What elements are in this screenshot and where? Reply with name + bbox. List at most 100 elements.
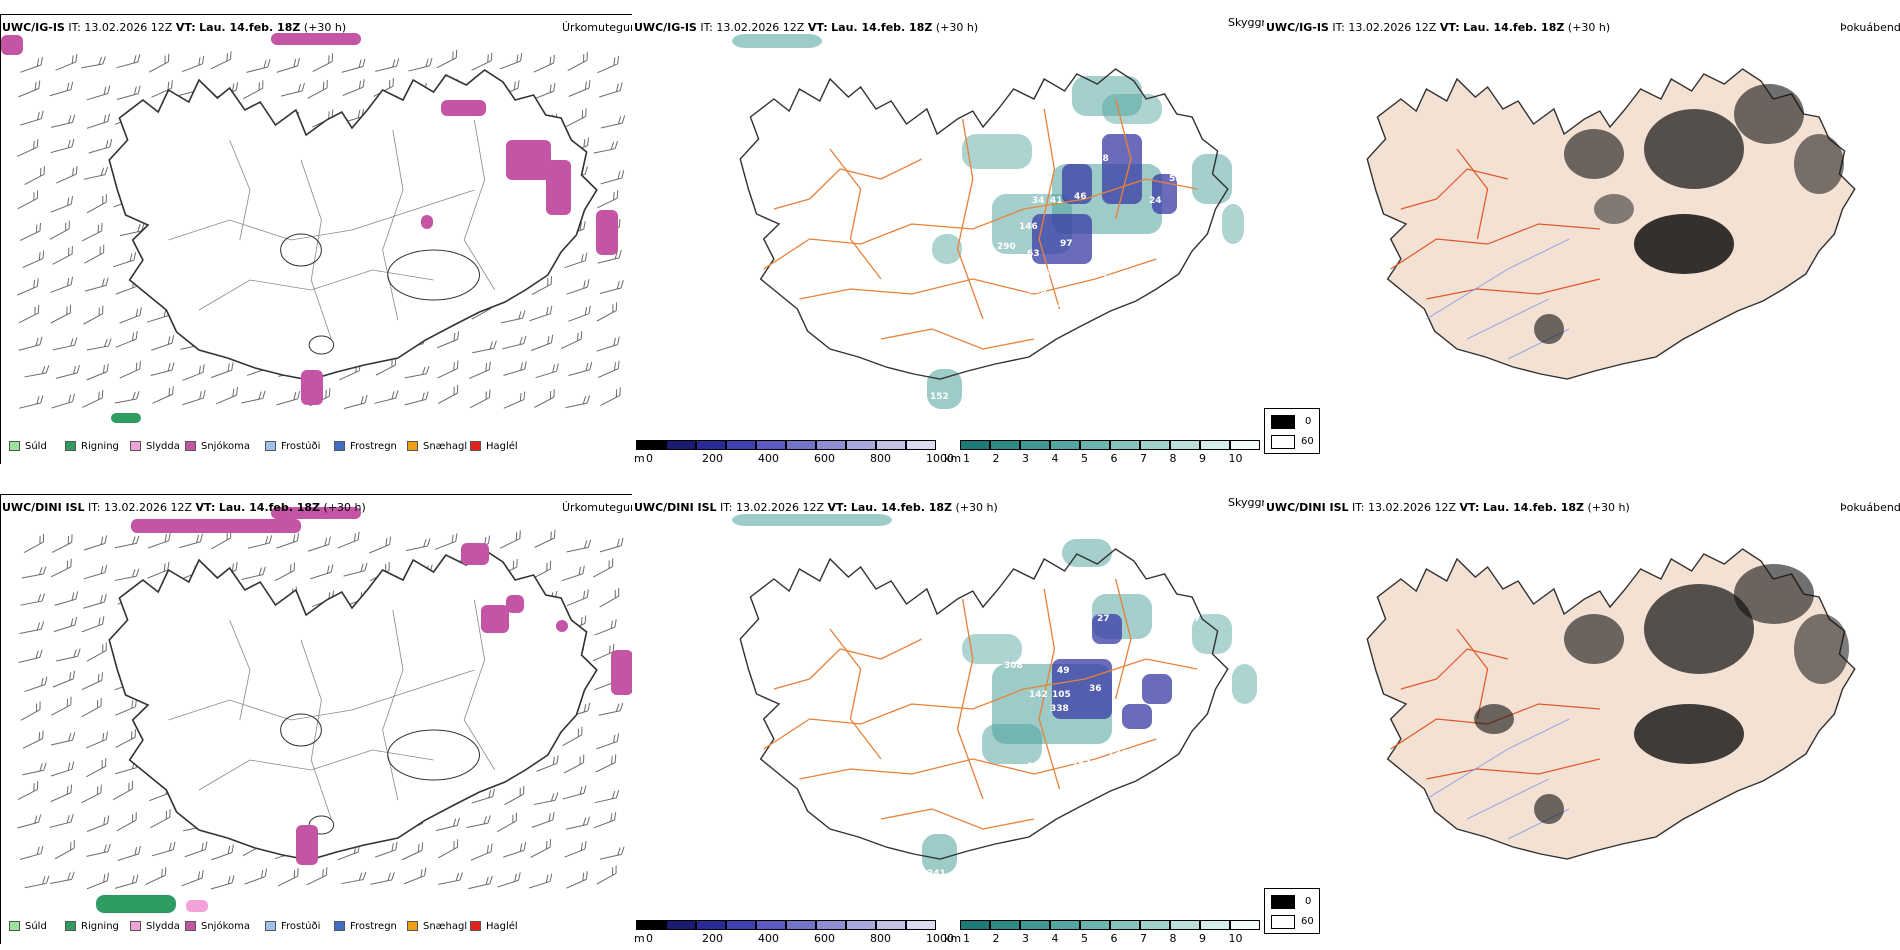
cloud-base-value: 338 [1050, 704, 1069, 714]
cloud-base-colorbar [636, 440, 936, 450]
fog-label: 0 [1305, 416, 1312, 427]
wind-barb [277, 868, 299, 887]
legend-item-rain: Rigning [65, 921, 119, 932]
wind-barb [216, 387, 238, 405]
fog-area [1634, 214, 1734, 274]
panel-header: UWC/IG-IS IT: 13.02.2026 12Z VT: Lau. 14… [1266, 21, 1611, 34]
wind-barb [343, 394, 368, 410]
colorbar-step [876, 440, 906, 450]
cloud-base-tick: 400 [758, 932, 779, 945]
wind-barb [566, 589, 589, 607]
legend-swatch [470, 441, 481, 451]
road-line [1114, 98, 1132, 220]
wind-barb [55, 364, 80, 379]
wind-barb [499, 530, 521, 549]
colorbar-step [726, 440, 756, 450]
wind-barb [17, 139, 39, 157]
precip-title: Úrkomutegund [562, 21, 644, 34]
wind-barb [528, 873, 553, 889]
wind-barb [437, 331, 460, 349]
wind-barb [531, 812, 555, 828]
wind-barb [18, 649, 43, 663]
terrain-line [229, 139, 251, 241]
wind-barb [112, 252, 137, 268]
wind-barb [114, 391, 140, 404]
precip-legend: Súld Rigning Slydda Snjókoma Frostúði Frostre… [7, 918, 627, 938]
fog-panel [1264, 494, 1900, 944]
colorbar-step [756, 440, 786, 450]
colorbar-step [666, 920, 696, 930]
wind-barb [52, 337, 78, 351]
wind-barb [86, 85, 111, 101]
wind-barb [152, 386, 174, 404]
cloud-base-colorbar [636, 920, 936, 930]
visibility-area [932, 234, 962, 264]
wind-barb [150, 809, 171, 829]
panel-header: UWC/DINI ISL IT: 13.02.2026 12Z VT: Lau.… [634, 501, 998, 514]
wind-barb [599, 280, 624, 294]
snow-area [596, 210, 618, 255]
visibility-title: Skyggni [1228, 16, 1272, 29]
wind-barb [568, 361, 593, 377]
colorbar-step [1050, 440, 1080, 450]
colorbar-step [1020, 920, 1050, 930]
wind-barb [151, 841, 176, 857]
legend-item-drizzle: Súld [9, 921, 47, 932]
wind-barb [54, 840, 75, 860]
wind-barb [52, 670, 75, 688]
wind-barb [49, 814, 74, 828]
wind-barb [17, 190, 39, 210]
legend-item-freezing_drizzle: Frostúði [265, 921, 320, 932]
visibility-tick: 3 [1022, 452, 1029, 465]
legend-label: Súld [25, 441, 47, 452]
iceland-outline [108, 69, 598, 381]
wind-barb [51, 696, 72, 716]
wind-barb [600, 115, 626, 129]
colorbar-step [846, 920, 876, 930]
wind-barb [565, 816, 591, 830]
cloud-base-value: 27 [1097, 614, 1110, 624]
wind-barb [19, 395, 44, 409]
glacier-outline [308, 335, 335, 355]
cloud-base-tick: 1000 [926, 932, 954, 945]
visibility-tick: 5 [1081, 452, 1088, 465]
wind-barb [438, 872, 464, 885]
cloud-base-tick: 800 [870, 932, 891, 945]
visibility-tick: 5 [1081, 932, 1088, 945]
wind-barb [469, 361, 491, 379]
wind-barb [499, 52, 523, 70]
legend-label: Frostregn [350, 441, 397, 452]
panel-header: UWC/IG-IS IT: 13.02.2026 12Z VT: Lau. 14… [2, 21, 347, 34]
wind-barb [86, 194, 107, 214]
wind-barb [17, 278, 39, 296]
colorbar-step [1110, 920, 1140, 930]
fog-area [1534, 794, 1564, 824]
cloud-base-unit: m [634, 452, 645, 465]
road-line [1426, 758, 1600, 780]
wind-barb [86, 815, 110, 832]
wind-barb [310, 564, 334, 580]
wind-barb [83, 535, 108, 551]
fog-map [1264, 14, 1900, 464]
wind-barb [341, 58, 366, 73]
wind-barb [534, 529, 556, 548]
wind-barb [593, 811, 617, 829]
road-line [773, 638, 923, 690]
wind-barb [593, 140, 619, 154]
snow-area [556, 620, 568, 632]
wind-barb [536, 755, 559, 772]
fog-legend: 0 60 [1264, 408, 1320, 454]
visibility-tick: 1 [963, 932, 970, 945]
cloud-base-value: 284 [1127, 239, 1146, 249]
road-line [1426, 278, 1600, 300]
fog-map [1264, 494, 1900, 944]
snow-area [421, 215, 433, 229]
colorbar-step [666, 440, 696, 450]
visibility-area [732, 34, 822, 48]
fog-area [1594, 194, 1634, 224]
legend-swatch [185, 441, 196, 451]
wind-barb [531, 276, 552, 295]
cloud-base-value: 146 [1019, 222, 1038, 232]
wind-barb [342, 79, 365, 96]
visibility-tick: 6 [1110, 452, 1118, 465]
